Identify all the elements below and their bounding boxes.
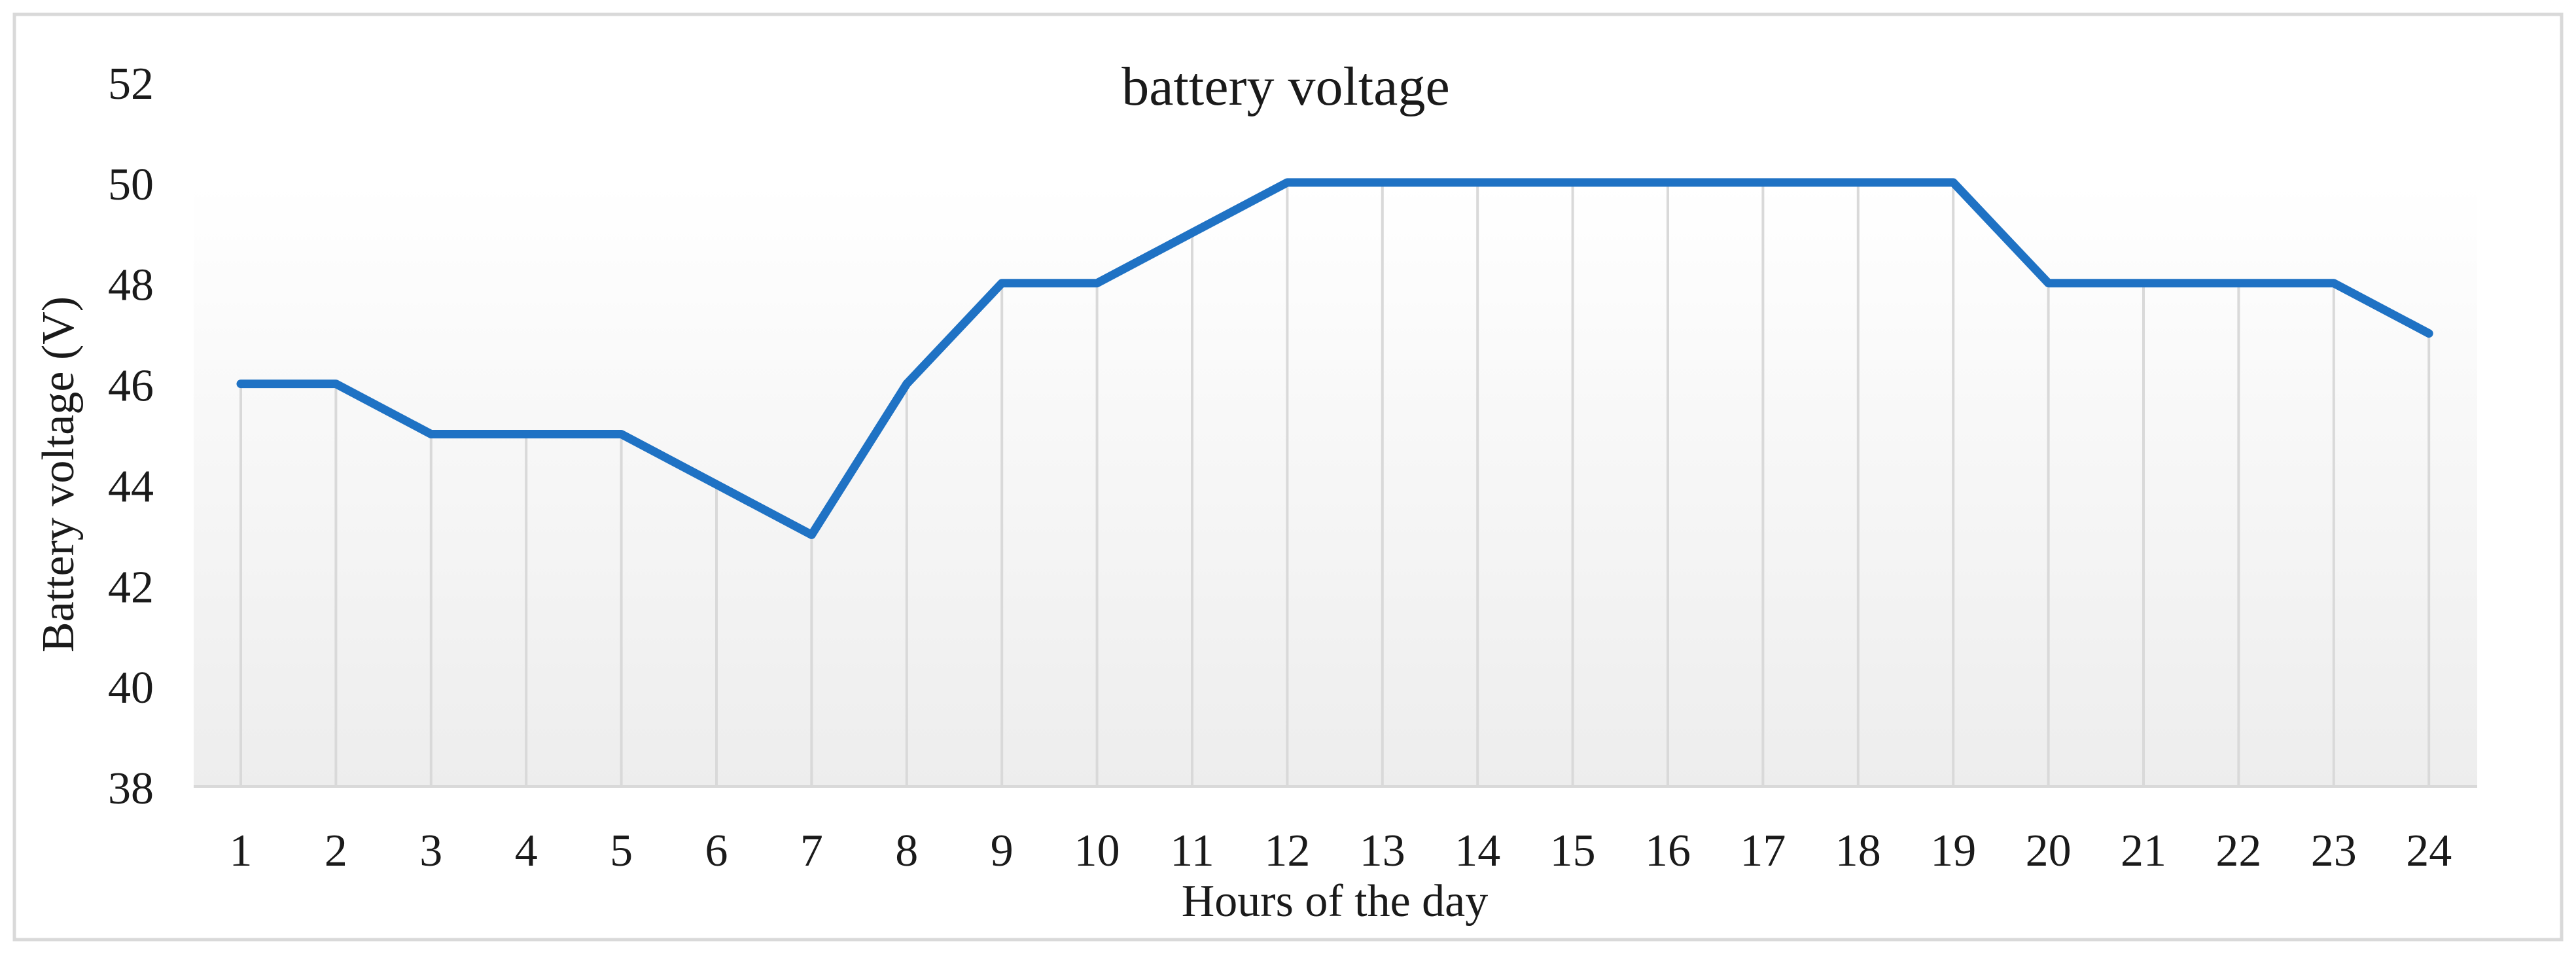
x-tick-label-17: 17	[1740, 826, 1786, 876]
x-tick-label-16: 16	[1645, 826, 1691, 876]
y-tick-label-40: 40	[108, 663, 154, 713]
data-point-23	[2329, 279, 2338, 287]
data-point-17	[1759, 178, 1767, 186]
y-axis-label: Battery voltage (V)	[33, 296, 84, 652]
plot-area	[194, 183, 2477, 786]
x-tick-label-9: 9	[991, 826, 1014, 876]
x-tick-label-5: 5	[610, 826, 633, 876]
data-point-12	[1283, 178, 1292, 186]
x-tick-label-24: 24	[2406, 826, 2452, 876]
x-tick-label-20: 20	[2026, 826, 2072, 876]
data-point-8	[902, 380, 911, 388]
x-tick-label-10: 10	[1074, 826, 1120, 876]
data-point-13	[1378, 178, 1386, 186]
gridlines	[239, 182, 2431, 786]
data-point-10	[1093, 279, 1101, 287]
data-point-18	[1854, 178, 1862, 186]
x-tick-label-6: 6	[705, 826, 728, 876]
x-tick-label-22: 22	[2215, 826, 2261, 876]
y-tick-label-38: 38	[108, 764, 154, 814]
data-point-1	[237, 380, 245, 388]
x-tick-label-1: 1	[230, 826, 253, 876]
y-tick-label-50: 50	[108, 160, 154, 210]
x-tick-label-19: 19	[1930, 826, 1976, 876]
x-tick-label-13: 13	[1360, 826, 1405, 876]
data-point-5	[617, 430, 626, 438]
data-point-14	[1473, 178, 1482, 186]
data-point-22	[2234, 279, 2243, 287]
y-tick-labels: 38 40 42 44 46 48 50 52	[108, 59, 154, 814]
x-tick-label-15: 15	[1550, 826, 1596, 876]
data-point-11	[1188, 228, 1196, 237]
y-tick-label-48: 48	[108, 260, 154, 311]
series-line	[236, 178, 2433, 539]
data-point-16	[1664, 178, 1672, 186]
x-tick-label-14: 14	[1455, 826, 1500, 876]
y-tick-label-42: 42	[108, 562, 154, 612]
y-tick-label-52: 52	[108, 59, 154, 109]
x-tick-label-3: 3	[419, 826, 442, 876]
x-tick-label-7: 7	[800, 826, 823, 876]
x-tick-label-4: 4	[515, 826, 538, 876]
x-tick-label-21: 21	[2121, 826, 2166, 876]
data-point-21	[2140, 279, 2147, 287]
data-point-20	[2044, 279, 2053, 287]
data-point-3	[427, 430, 435, 438]
data-point-6	[713, 480, 720, 489]
x-tick-label-2: 2	[325, 826, 347, 876]
x-tick-label-18: 18	[1835, 826, 1881, 876]
data-point-4	[522, 430, 531, 438]
x-tick-label-12: 12	[1264, 826, 1310, 876]
series-layer	[236, 178, 2433, 539]
data-point-19	[1949, 178, 1958, 186]
y-tick-label-46: 46	[108, 361, 154, 412]
chart-title: battery voltage	[1121, 56, 1449, 117]
x-tick-label-8: 8	[895, 826, 918, 876]
x-tick-labels: 1 2 3 4 5 6 7 8 9 10 11 12 13 14 15 16 17 18 19 20 21 22 23 24	[230, 826, 2452, 876]
data-point-9	[998, 279, 1006, 287]
data-point-2	[332, 380, 340, 388]
data-point-15	[1568, 178, 1577, 186]
x-axis-label: Hours of the day	[1182, 876, 1489, 927]
x-tick-label-23: 23	[2311, 826, 2357, 876]
data-point-7	[807, 531, 816, 539]
data-point-24	[2425, 329, 2433, 338]
y-tick-label-44: 44	[108, 461, 154, 512]
x-tick-label-11: 11	[1170, 826, 1214, 876]
